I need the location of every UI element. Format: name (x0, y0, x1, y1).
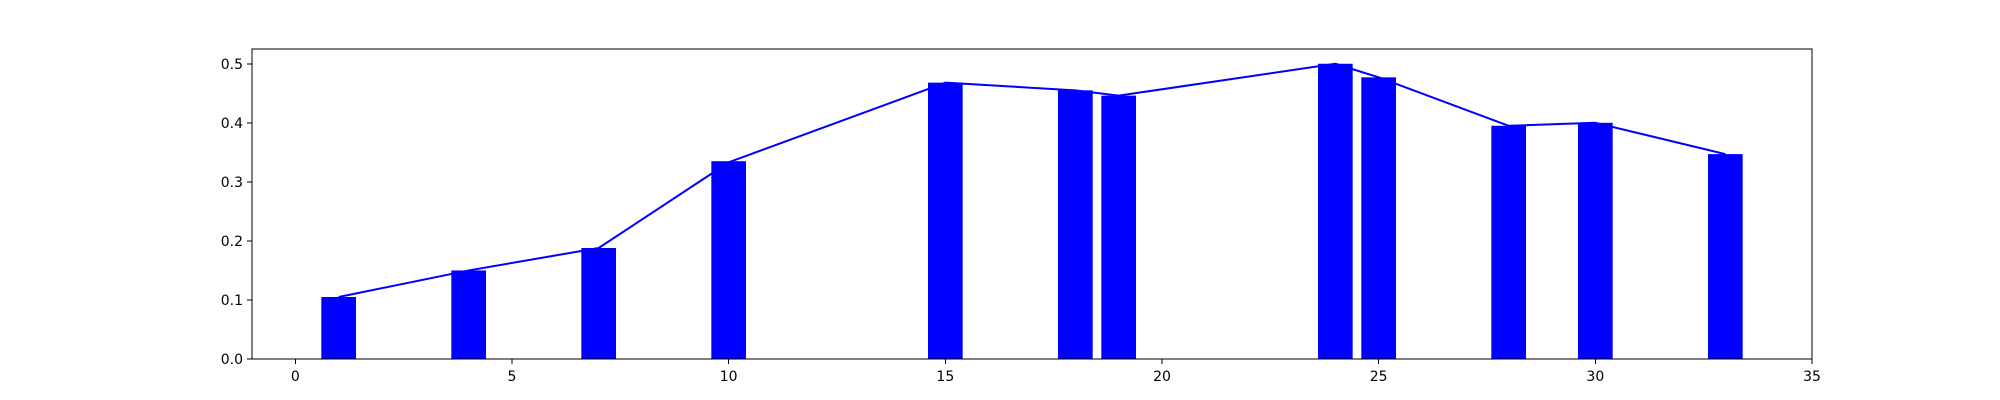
y-tick-label: 0.5 (221, 57, 243, 73)
bar (1361, 77, 1396, 359)
line-series (338, 62, 1726, 298)
x-tick-label: 15 (936, 369, 954, 385)
bar (1708, 154, 1743, 359)
bar (1318, 63, 1353, 360)
y-tick-label: 0.4 (221, 116, 243, 132)
bar (321, 297, 356, 359)
bar (581, 247, 616, 359)
bar (451, 270, 486, 359)
y-tick-label: 0.1 (221, 293, 243, 309)
y-tick-label: 0.3 (221, 175, 243, 191)
y-tick-label: 0.2 (221, 234, 243, 250)
bar (1491, 125, 1526, 359)
line-layer (338, 62, 1726, 298)
bar (1058, 90, 1093, 359)
bar (711, 161, 746, 359)
plot-frame (251, 48, 1813, 360)
bar (1101, 95, 1136, 360)
bar (1578, 122, 1613, 359)
axes-layer (251, 48, 1813, 360)
bars-layer (321, 63, 1743, 360)
y-tick-label: 0.0 (221, 352, 243, 368)
x-tick-label: 35 (1803, 369, 1821, 385)
x-tick-label: 10 (720, 369, 738, 385)
x-tick-label: 0 (291, 369, 300, 385)
bar (928, 82, 963, 360)
x-tick-label: 30 (1586, 369, 1604, 385)
x-tick-label: 5 (508, 369, 517, 385)
ticks-layer: 0 5 10 15 20 25 30 35 0.0 0.1 0.2 0.3 0.4 0.5 (221, 57, 1821, 385)
x-tick-label: 25 (1370, 369, 1388, 385)
x-tick-label: 20 (1153, 369, 1171, 385)
